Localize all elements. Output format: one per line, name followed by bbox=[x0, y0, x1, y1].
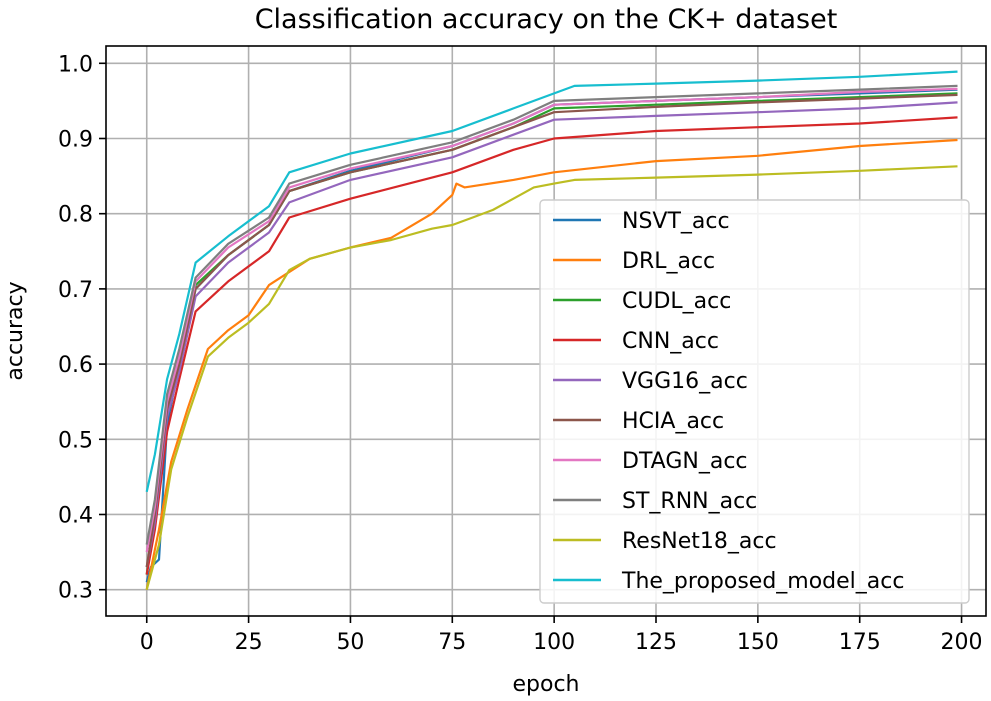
legend-label: CUDL_acc bbox=[622, 289, 731, 314]
x-tick-label: 125 bbox=[635, 630, 677, 655]
legend-label: HCIA_acc bbox=[622, 409, 724, 434]
legend-label: CNN_acc bbox=[622, 329, 719, 354]
x-tick-label: 200 bbox=[941, 630, 983, 655]
legend-box bbox=[539, 199, 970, 604]
series-line-vgg16-acc bbox=[145, 101, 958, 568]
chart-title: Classification accuracy on the CK+ datas… bbox=[255, 4, 838, 35]
x-axis-ticks: 0 25 50 75 100 125 150 175 200 bbox=[140, 616, 983, 655]
x-tick-label: 50 bbox=[336, 630, 364, 655]
legend: NSVT_acc DRL_acc CUDL_acc CNN_acc VGG16_acc H… bbox=[539, 199, 970, 604]
y-tick-label: 1.0 bbox=[58, 52, 93, 77]
y-tick-label: 0.7 bbox=[58, 278, 93, 303]
x-tick-label: 75 bbox=[438, 630, 466, 655]
y-tick-label: 0.5 bbox=[58, 428, 93, 453]
y-tick-label: 0.9 bbox=[58, 127, 93, 152]
x-tick-label: 150 bbox=[737, 630, 779, 655]
y-tick-label: 0.3 bbox=[58, 579, 93, 604]
series-line-hcia-acc bbox=[145, 93, 958, 568]
legend-label: ST_RNN_acc bbox=[622, 489, 757, 514]
series-line-the-proposed-model-acc bbox=[145, 70, 958, 493]
series-line-dtagn-acc bbox=[145, 87, 958, 553]
y-tick-label: 0.4 bbox=[58, 503, 93, 528]
legend-label: DRL_acc bbox=[622, 249, 715, 274]
x-tick-label: 25 bbox=[235, 630, 263, 655]
series-line-cnn-acc bbox=[145, 116, 958, 575]
x-tick-label: 0 bbox=[140, 630, 154, 655]
legend-label: DTAGN_acc bbox=[622, 449, 748, 474]
x-tick-label: 175 bbox=[839, 630, 881, 655]
y-axis-ticks: 0.3 0.4 0.5 0.6 0.7 0.8 0.9 1.0 bbox=[58, 52, 106, 604]
plot-frame bbox=[105, 45, 987, 617]
legend-label: The_proposed_model_acc bbox=[621, 569, 904, 594]
x-axis-label: epoch bbox=[513, 672, 580, 697]
legend-label: ResNet18_acc bbox=[622, 529, 777, 554]
y-axis-label: accuracy bbox=[3, 281, 28, 380]
legend-label: NSVT_acc bbox=[622, 209, 730, 234]
legend-label: VGG16_acc bbox=[622, 369, 748, 394]
y-tick-label: 0.6 bbox=[58, 353, 93, 378]
y-tick-label: 0.8 bbox=[58, 203, 93, 228]
series-layer bbox=[145, 70, 958, 590]
x-tick-label: 100 bbox=[533, 630, 575, 655]
series-line-st-rnn-acc bbox=[145, 84, 958, 545]
series-line-resnet18-acc bbox=[145, 165, 958, 590]
series-line-drl-acc bbox=[145, 138, 958, 590]
